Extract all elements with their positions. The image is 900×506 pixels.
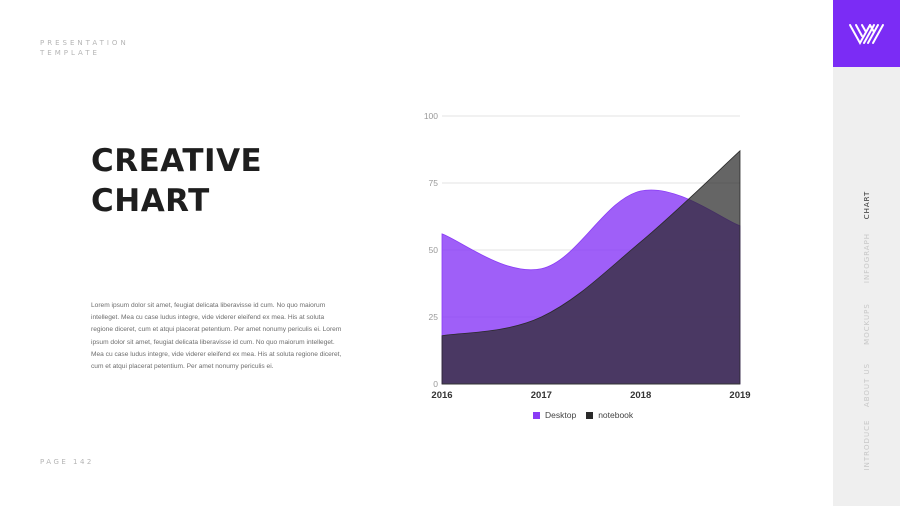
legend-item-desktop: Desktop [533, 410, 576, 420]
brand-label: PRESENTATION TEMPLATE [40, 38, 129, 58]
sidebar-item-label: ABOUT US [862, 362, 871, 408]
area-chart: 0 25 50 75 100 2016 2017 2018 2019 [410, 100, 770, 410]
sidebar-item-label: INFOGRAPH [862, 232, 871, 284]
legend-item-notebook: notebook [586, 410, 633, 420]
chart-legend: Desktop notebook [533, 410, 633, 420]
legend-label-notebook: notebook [598, 410, 634, 420]
legend-swatch-desktop [533, 411, 540, 419]
area-series-notebook [441, 149, 741, 385]
y-tick-label: 100 [424, 111, 438, 121]
x-tick-label: 2019 [729, 390, 750, 401]
sidebar-item-introduce[interactable]: INTRODUCE [833, 405, 900, 485]
sidebar-item-label: INTRODUCE [862, 419, 871, 471]
page-number: PAGE 142 [40, 458, 94, 466]
title-line-1: CREATIVE [91, 143, 263, 179]
legend-swatch-notebook [586, 411, 594, 419]
page-title: CREATIVE CHART [91, 141, 262, 221]
y-tick-label: 25 [429, 312, 439, 322]
chart-svg: 0 25 50 75 100 2016 2017 2018 2019 [424, 111, 751, 401]
x-tick-label: 2016 [431, 390, 452, 401]
sidebar-nav: CHART INFOGRAPH MOCKUPS ABOUT US INTRODU… [833, 0, 900, 506]
brand-logo-icon [848, 23, 884, 45]
legend-label-desktop: Desktop [545, 410, 577, 420]
y-tick-label: 75 [429, 178, 439, 188]
body-paragraph: Lorem ipsum dolor sit amet, feugiat deli… [91, 302, 342, 371]
y-tick-label: 0 [433, 379, 438, 389]
y-tick-label: 50 [429, 245, 439, 255]
x-tick-label: 2017 [531, 390, 552, 401]
brand-line-2: TEMPLATE [40, 49, 100, 57]
x-tick-label: 2018 [630, 390, 651, 401]
brand-line-1: PRESENTATION [40, 39, 129, 47]
title-line-2: CHART [91, 183, 210, 219]
sidebar-item-label: MOCKUPS [862, 303, 871, 345]
sidebar-item-label: CHART [862, 190, 871, 220]
logo-button[interactable] [833, 0, 900, 67]
